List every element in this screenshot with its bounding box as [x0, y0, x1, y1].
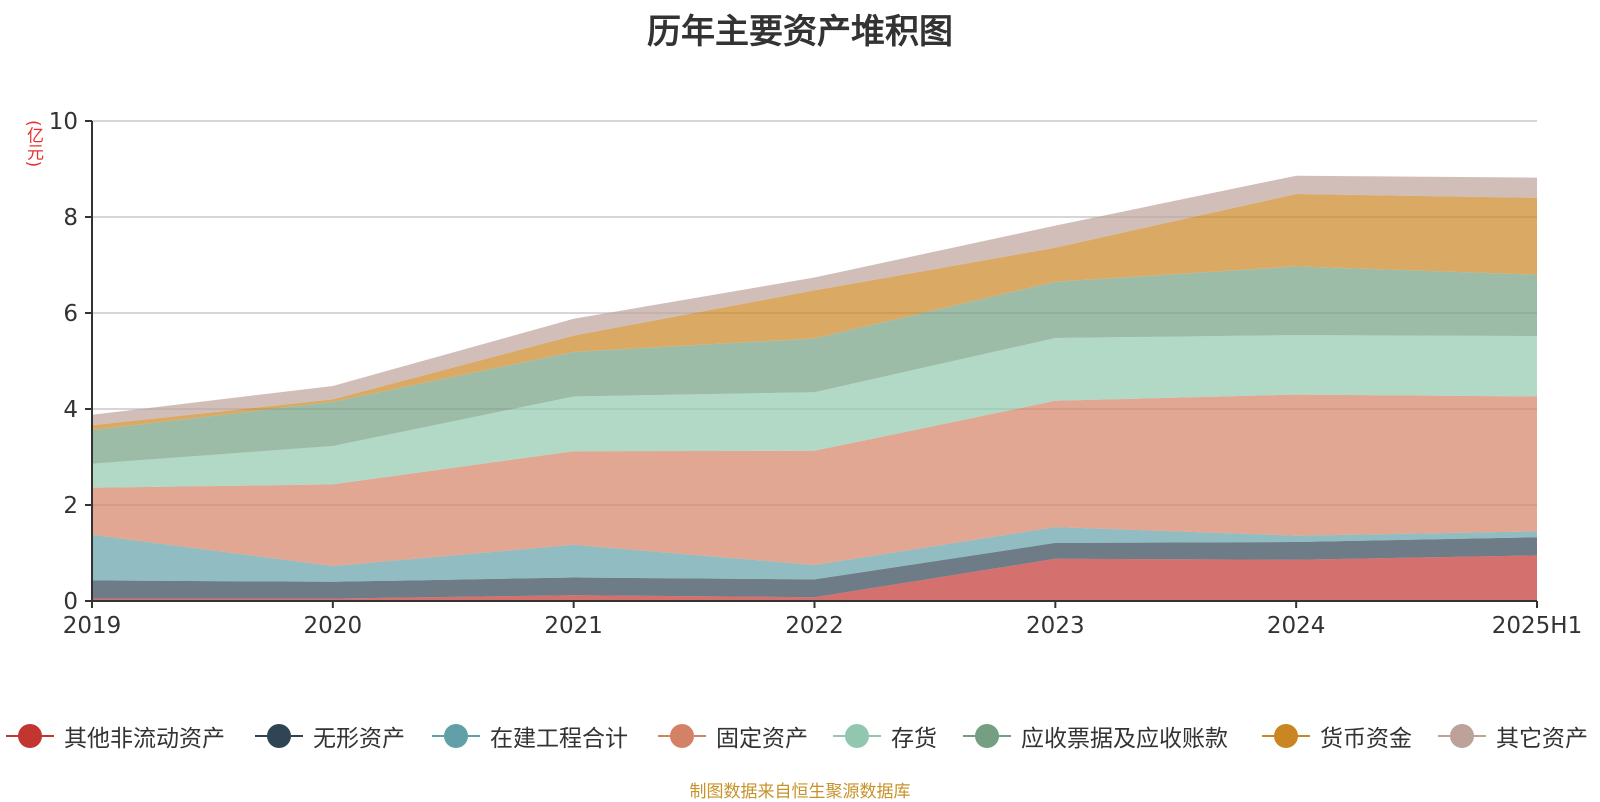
legend-item[interactable]: 无形资产 [255, 716, 405, 756]
y-tick-label: 10 [49, 109, 78, 135]
x-tick-label: 2020 [304, 613, 363, 639]
y-tick-label: 2 [63, 493, 78, 519]
legend-marker-icon [6, 724, 54, 748]
x-tick-label: 2022 [785, 613, 844, 639]
legend-label: 应收票据及应收账款 [1021, 726, 1228, 752]
area-series-4 [92, 335, 1537, 488]
area-series-7 [92, 175, 1537, 426]
x-tick-label: 2019 [63, 613, 122, 639]
area-series-3 [92, 394, 1537, 566]
legend-item[interactable]: 货币资金 [1262, 716, 1412, 756]
area-series-1 [92, 537, 1537, 599]
legend-label: 存货 [891, 726, 937, 752]
legend-item[interactable]: 应收票据及应收账款 [963, 716, 1228, 756]
legend-item[interactable]: 其它资产 [1438, 716, 1588, 756]
area-series-2 [92, 527, 1537, 582]
legend-marker-icon [255, 724, 303, 748]
source-note: 制图数据来自恒生聚源数据库 [689, 782, 911, 802]
legend-marker-icon [432, 724, 480, 748]
legend-marker-icon [658, 724, 706, 748]
legend-label: 其它资产 [1496, 726, 1588, 752]
legend-item[interactable]: 存货 [833, 716, 937, 756]
x-tick-label: 2021 [544, 613, 603, 639]
legend-item[interactable]: 在建工程合计 [432, 716, 628, 756]
legend-marker-icon [963, 724, 1011, 748]
legend-label: 固定资产 [716, 726, 808, 752]
y-tick-label: 6 [63, 301, 78, 327]
chart-plot: 0 2 4 6 8 10 2019 2020 2021 2022 2023 2024 2025H1 [49, 109, 1583, 639]
legend-label: 货币资金 [1320, 726, 1412, 752]
y-tick-label: 8 [63, 205, 78, 231]
legend-marker-icon [1262, 724, 1310, 748]
area-series-0 [92, 555, 1537, 601]
legend-label: 其他非流动资产 [64, 726, 225, 752]
x-tick-label: 2024 [1267, 613, 1326, 639]
legend-marker-icon [1438, 724, 1486, 748]
chart-title: 历年主要资产堆积图 [647, 12, 953, 52]
y-tick-label: 4 [63, 397, 78, 423]
x-tick-label: 2025H1 [1492, 613, 1582, 639]
chart-legend: 其他非流动资产 无形资产 在建工程合计 固定资产 存货 应收票据及应收账款 货币资金 其它资产 [0, 716, 1600, 756]
y-tick-label: 0 [63, 589, 78, 615]
legend-item[interactable]: 其他非流动资产 [6, 716, 225, 756]
y-axis-unit: (亿元) [23, 120, 43, 168]
area-series-6 [92, 194, 1537, 431]
legend-label: 在建工程合计 [490, 726, 628, 752]
legend-item[interactable]: 固定资产 [658, 716, 808, 756]
legend-marker-icon [833, 724, 881, 748]
x-tick-label: 2023 [1026, 613, 1085, 639]
area-series-5 [92, 266, 1537, 464]
legend-label: 无形资产 [313, 726, 405, 752]
